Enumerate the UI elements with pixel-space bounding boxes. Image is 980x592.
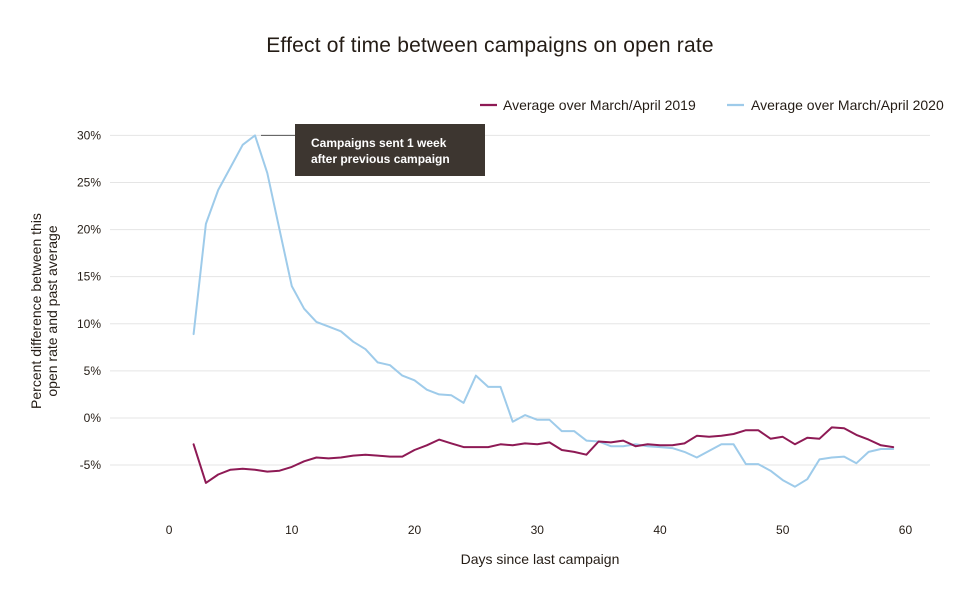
y-tick-label: 25% bbox=[77, 176, 101, 190]
x-axis-ticks: 0 10 20 30 40 50 60 bbox=[166, 523, 913, 537]
chart-title: Effect of time between campaigns on open… bbox=[266, 34, 714, 57]
x-tick-label: 40 bbox=[653, 523, 667, 537]
y-tick-label: -5% bbox=[80, 458, 102, 472]
y-tick-label: 20% bbox=[77, 223, 101, 237]
y-tick-label: 5% bbox=[84, 364, 102, 378]
x-tick-label: 50 bbox=[776, 523, 790, 537]
y-axis-label: open rate and past average bbox=[44, 225, 60, 396]
x-tick-label: 20 bbox=[408, 523, 422, 537]
y-tick-label: 15% bbox=[77, 270, 101, 284]
annotation-box bbox=[295, 124, 485, 176]
x-tick-label: 0 bbox=[166, 523, 173, 537]
y-tick-label: 30% bbox=[77, 128, 101, 142]
x-tick-label: 30 bbox=[531, 523, 545, 537]
annotation: Campaigns sent 1 week after previous camp… bbox=[261, 124, 485, 176]
legend: Average over March/April 2019 Average ove… bbox=[480, 97, 944, 113]
y-axis-label: Percent difference between this bbox=[28, 213, 44, 409]
y-tick-label: 10% bbox=[77, 317, 101, 331]
y-axis-ticks: -5% 0% 5% 10% 15% 20% 25% 30% bbox=[77, 128, 101, 472]
series-line-2019 bbox=[192, 426, 895, 484]
x-tick-label: 60 bbox=[899, 523, 913, 537]
series-lines bbox=[192, 134, 895, 488]
axis-labels: Days since last campaign Percent differen… bbox=[28, 213, 619, 567]
annotation-text: after previous campaign bbox=[311, 152, 450, 166]
annotation-text: Campaigns sent 1 week bbox=[311, 136, 447, 150]
grid-lines bbox=[110, 134, 930, 466]
legend-label: Average over March/April 2020 bbox=[751, 97, 944, 113]
series-line-2020 bbox=[192, 134, 895, 488]
legend-label: Average over March/April 2019 bbox=[503, 97, 696, 113]
y-tick-label: 0% bbox=[84, 411, 102, 425]
x-tick-label: 10 bbox=[285, 523, 299, 537]
x-axis-label: Days since last campaign bbox=[461, 551, 620, 567]
